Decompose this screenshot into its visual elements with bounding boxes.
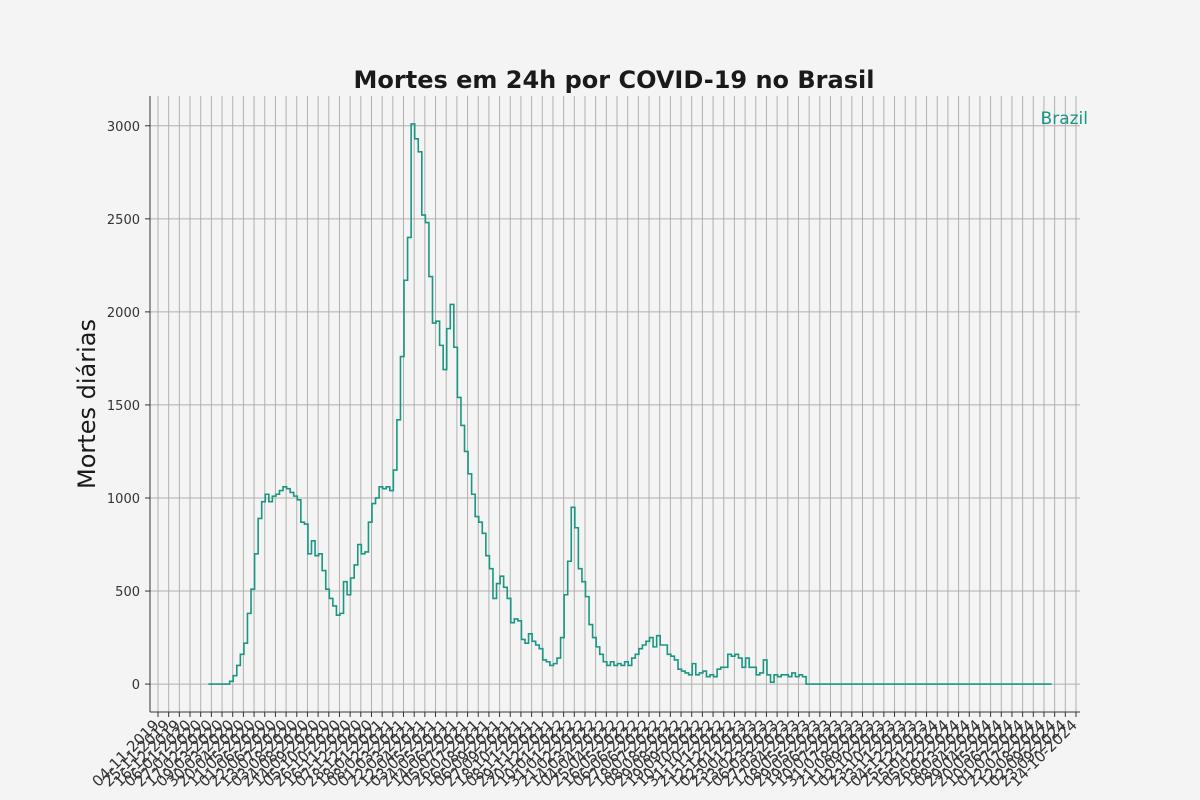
chart-title: Mortes em 24h por COVID-19 no Brasil bbox=[354, 66, 875, 94]
legend-entry-brazil: Brazil bbox=[1041, 109, 1088, 129]
y-tick-label: 3000 bbox=[107, 120, 140, 135]
y-tick-label: 2000 bbox=[107, 306, 140, 321]
y-tick-label: 500 bbox=[115, 585, 140, 600]
y-tick-label: 1000 bbox=[107, 492, 140, 507]
y-axis-label: Mortes diárias bbox=[73, 319, 101, 489]
y-tick-label: 2500 bbox=[107, 213, 140, 228]
y-gridlines bbox=[145, 125, 1080, 685]
series-line-brazil bbox=[208, 123, 1052, 685]
y-tick-labels: 0 500 1000 1500 2000 2500 3000 bbox=[107, 120, 140, 693]
axes bbox=[149, 96, 1080, 713]
x-tick-labels: 04-11-201925-11-201916-12-201906-01-2020… bbox=[88, 716, 1080, 790]
series-lines bbox=[208, 123, 1052, 685]
y-tick-label: 0 bbox=[132, 678, 140, 693]
x-gridlines bbox=[157, 96, 1077, 717]
y-tick-label: 1500 bbox=[107, 399, 140, 414]
